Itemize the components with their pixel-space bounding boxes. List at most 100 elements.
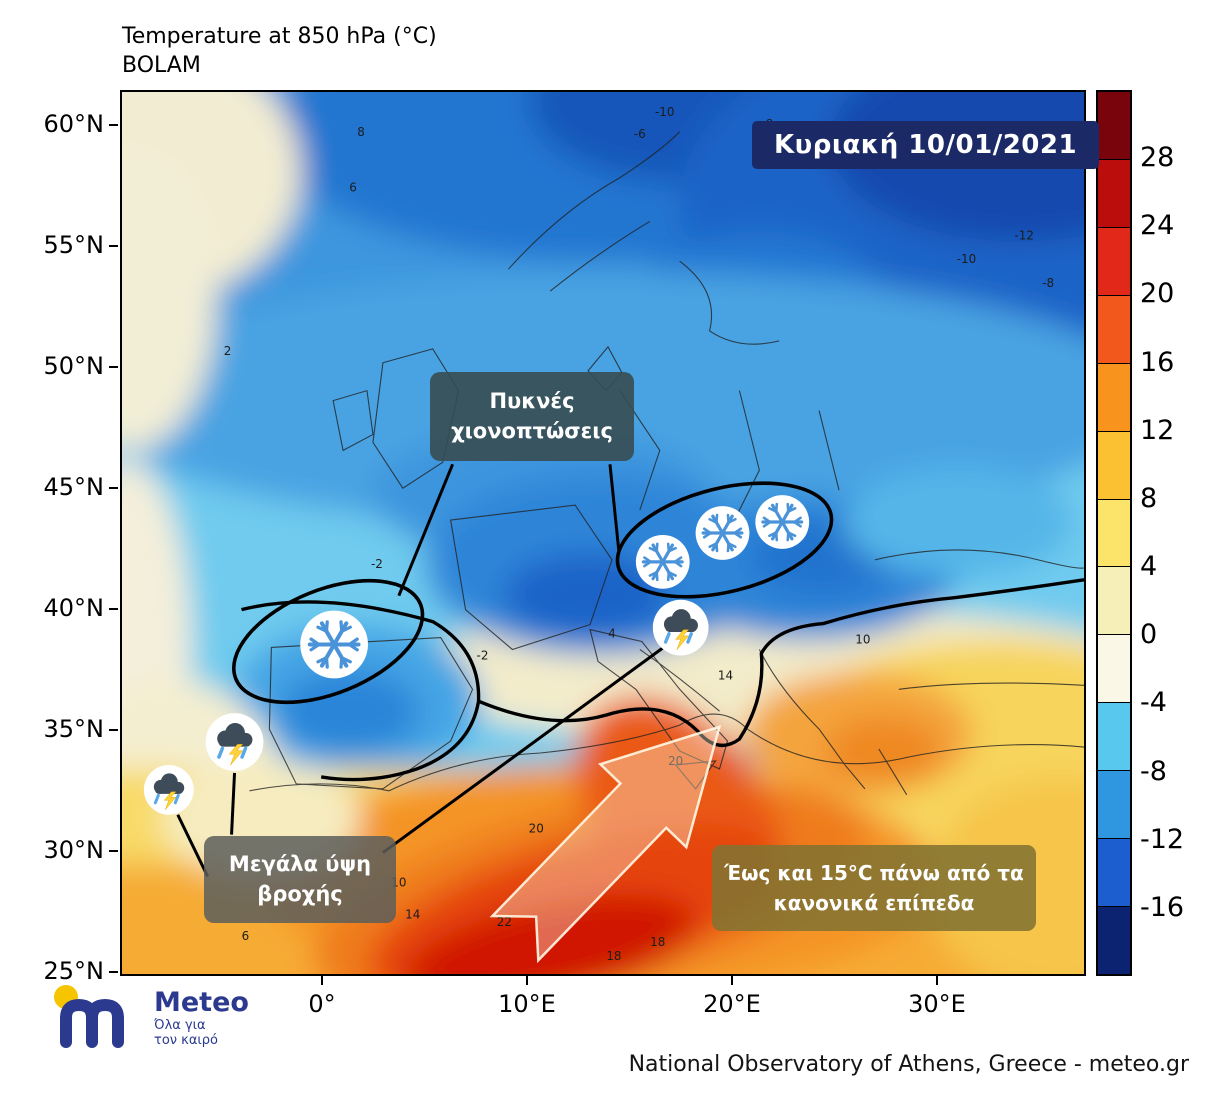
snow-annotation-box: Πυκνές χιονοπτώσεις	[430, 372, 634, 461]
colorbar-label: 20	[1140, 278, 1175, 310]
snow-ellipse-balkans	[615, 481, 834, 599]
lat-tick	[109, 729, 118, 731]
title-line2: BOLAM	[122, 53, 201, 78]
colorbar-segment	[1098, 839, 1130, 908]
colorbar-label: 16	[1140, 346, 1175, 378]
lon-label: 20°E	[703, 990, 761, 1018]
lat-tick	[109, 487, 118, 489]
snow-zone-ellipses	[232, 481, 834, 705]
lat-tick	[109, 124, 118, 126]
coastlines	[249, 131, 1084, 796]
snowflake-icon	[695, 506, 750, 560]
contour-label: -12	[1014, 228, 1034, 242]
lat-tick	[109, 366, 118, 368]
colorbar-label: 0	[1140, 619, 1158, 651]
contour-label: 6	[349, 181, 357, 195]
lat-label: 55°N	[43, 231, 105, 259]
contour-label: -6	[634, 127, 646, 141]
colorbar-segment	[1098, 635, 1130, 704]
meteo-logo-name: Meteo	[154, 987, 249, 1018]
lon-tick	[936, 976, 938, 985]
contour-labels: 86-6-10-8-12-10-82-2-2420101422618182010…	[224, 105, 1054, 963]
colorbar-label: -4	[1140, 687, 1167, 719]
title-line1: Temperature at 850 hPa (°C)	[122, 24, 437, 49]
contour-label: 18	[606, 949, 621, 963]
lat-label: 35°N	[43, 715, 105, 743]
colorbar-segment	[1098, 703, 1130, 772]
snowflake-icon	[300, 610, 368, 679]
lon-tick	[321, 976, 323, 985]
colorbar-segment	[1098, 159, 1130, 228]
contour-label: 4	[608, 627, 616, 641]
meteo-logo-tagline1: Όλα για	[154, 1018, 206, 1033]
lat-label: 25°N	[43, 957, 105, 985]
colorbar-segment	[1098, 431, 1130, 500]
colorbar-segment	[1098, 363, 1130, 432]
contour-label: -8	[1042, 276, 1054, 290]
contour-label: 14	[405, 907, 420, 921]
colorbar-segment	[1098, 92, 1130, 160]
flow-arrow-icon	[489, 725, 722, 964]
temperature-colorbar	[1096, 90, 1132, 976]
latitude-axis: 60°N 55°N 50°N 45°N 40°N 35°N 30°N 25°N	[0, 90, 118, 985]
colorbar-label: 4	[1140, 551, 1158, 583]
colorbar-segment	[1098, 567, 1130, 636]
thunderstorm-icon	[652, 599, 709, 656]
lat-label: 30°N	[43, 836, 105, 864]
heat-annotation-line2: κανονικά επίπεδα	[773, 891, 975, 915]
snow-annotation-line1: Πυκνές	[489, 389, 575, 413]
lon-tick	[731, 976, 733, 985]
meteo-logo-texts: Meteo Όλα για τον καιρό	[154, 987, 249, 1049]
heat-annotation-box: Έως και 15°C πάνω από τα κανονικά επίπεδ…	[712, 845, 1036, 931]
colorbar-label: 12	[1140, 414, 1175, 446]
meteo-logo: Meteo Όλα για τον καιρό	[52, 984, 249, 1048]
rain-annotation-line1: Μεγάλα ύψη	[228, 852, 372, 876]
heat-annotation-line1: Έως και 15°C πάνω από τα	[724, 861, 1024, 885]
lat-label: 50°N	[43, 352, 105, 380]
lon-label: 10°E	[498, 990, 556, 1018]
colorbar-label: -12	[1140, 823, 1185, 855]
colorbar-segment	[1098, 295, 1130, 364]
colorbar-label: 28	[1140, 142, 1175, 174]
rain-annotation-box: Μεγάλα ύψη βροχής	[204, 836, 396, 923]
contour-label: 6	[242, 929, 250, 943]
contour-label: 22	[497, 915, 512, 929]
colorbar-label: 24	[1140, 210, 1175, 242]
snowflake-icon	[635, 534, 690, 589]
contour-label: -10	[957, 252, 977, 266]
contour-label: -2	[477, 648, 489, 662]
contour-label: 20	[529, 822, 544, 836]
colorbar-segment	[1098, 499, 1130, 568]
lon-tick	[526, 976, 528, 985]
annotation-lines	[176, 463, 666, 878]
snowflake-icon	[755, 495, 810, 549]
lat-tick	[109, 245, 118, 247]
colorbar-segment	[1098, 907, 1130, 974]
lon-label: 30°E	[908, 990, 966, 1018]
thunderstorm-icon	[205, 713, 264, 771]
lat-label: 40°N	[43, 594, 105, 622]
contour-label: -10	[655, 105, 675, 119]
longitude-axis: 0° 10°E 20°E 30°E	[120, 976, 1086, 1030]
weather-badges	[143, 495, 810, 815]
lat-label: 60°N	[43, 110, 105, 138]
lon-label: 0°	[308, 990, 336, 1018]
date-badge: Κυριακή 10/01/2021	[752, 121, 1100, 169]
contour-label: 10	[855, 633, 870, 647]
snow-ellipse-iberia	[232, 578, 425, 705]
contour-label: 8	[357, 125, 365, 139]
contour-label: -2	[371, 557, 383, 571]
colorbar-labels: 28 24 20 16 12 8 4 0 -4 -8 -12 -16	[1140, 90, 1225, 976]
credit-text: National Observatory of Athens, Greece -…	[628, 1052, 1189, 1077]
lat-tick	[109, 971, 118, 973]
chart-title: Temperature at 850 hPa (°C) BOLAM	[122, 22, 437, 80]
lat-tick	[109, 608, 118, 610]
lat-tick	[109, 850, 118, 852]
meteo-logo-icon	[54, 985, 124, 1048]
snow-annotation-line2: χιονοπτώσεις	[451, 419, 613, 444]
isotherm-contour	[241, 578, 1084, 782]
colorbar-label: -8	[1140, 755, 1167, 787]
rain-annotation-line2: βροχής	[257, 882, 343, 907]
contour-label: 14	[718, 668, 733, 682]
